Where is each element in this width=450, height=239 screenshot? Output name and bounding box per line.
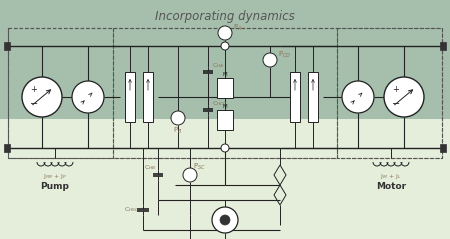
Circle shape bbox=[221, 42, 229, 50]
Circle shape bbox=[220, 215, 230, 225]
Bar bbox=[4, 144, 10, 152]
Bar bbox=[308, 72, 318, 122]
Bar bbox=[290, 72, 300, 122]
Text: P$_B$: P$_B$ bbox=[173, 126, 183, 136]
Bar bbox=[440, 144, 446, 152]
Bar bbox=[113, 28, 337, 158]
Circle shape bbox=[263, 53, 277, 67]
Circle shape bbox=[384, 77, 424, 117]
Bar bbox=[4, 42, 10, 50]
Bar bbox=[8, 28, 442, 158]
Text: C$_{HB}$: C$_{HB}$ bbox=[144, 163, 156, 173]
Text: C$_{HA}$: C$_{HA}$ bbox=[212, 62, 225, 71]
Text: Incorporating dynamics: Incorporating dynamics bbox=[155, 10, 295, 23]
Bar bbox=[125, 72, 135, 122]
Circle shape bbox=[221, 144, 229, 152]
Text: M: M bbox=[223, 72, 227, 77]
Text: J$_{PM}$ + J$_P$: J$_{PM}$ + J$_P$ bbox=[43, 172, 67, 181]
Circle shape bbox=[212, 207, 238, 233]
Bar bbox=[217, 110, 233, 130]
Bar bbox=[8, 28, 113, 158]
Text: −: − bbox=[30, 99, 38, 109]
Bar bbox=[337, 28, 442, 158]
Text: Pump: Pump bbox=[40, 182, 69, 191]
Circle shape bbox=[218, 26, 232, 40]
Text: P$_{CD}$: P$_{CD}$ bbox=[278, 50, 291, 60]
Bar bbox=[440, 42, 446, 50]
Bar bbox=[143, 72, 153, 122]
Text: Motor: Motor bbox=[376, 182, 406, 191]
Text: P$_A$: P$_A$ bbox=[233, 23, 242, 33]
Text: +: + bbox=[31, 86, 37, 94]
Text: C$_{HSC}$: C$_{HSC}$ bbox=[125, 206, 140, 214]
Text: M: M bbox=[223, 104, 227, 109]
Circle shape bbox=[22, 77, 62, 117]
Text: +: + bbox=[392, 86, 400, 94]
Text: J$_M$ + J$_L$: J$_M$ + J$_L$ bbox=[380, 172, 402, 181]
Circle shape bbox=[342, 81, 374, 113]
Circle shape bbox=[171, 111, 185, 125]
Text: −: − bbox=[392, 99, 400, 109]
Circle shape bbox=[72, 81, 104, 113]
Bar bbox=[217, 78, 233, 98]
Text: C$_{HCD}$: C$_{HCD}$ bbox=[212, 100, 228, 109]
Text: P$_{SC}$: P$_{SC}$ bbox=[193, 162, 206, 172]
Circle shape bbox=[183, 168, 197, 182]
